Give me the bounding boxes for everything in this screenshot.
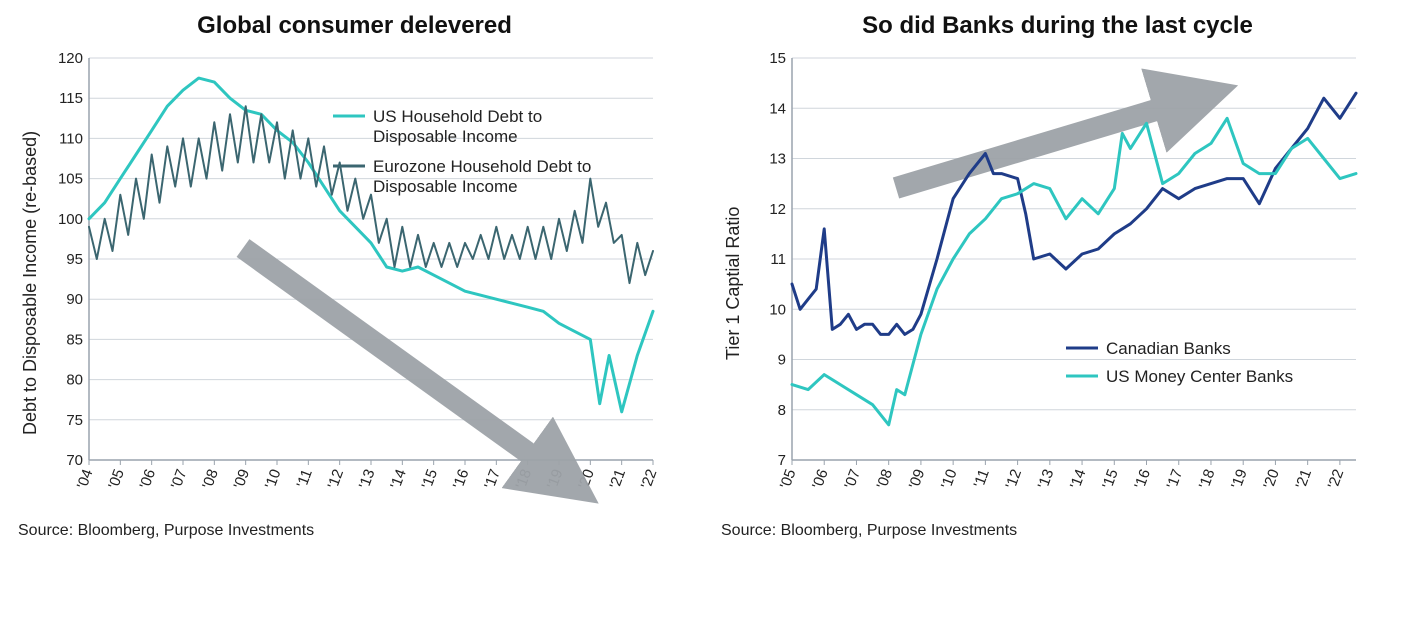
right-source: Source: Bloomberg, Purpose Investments	[721, 522, 1394, 540]
right-panel: So did Banks during the last cycle Tier …	[721, 12, 1394, 540]
svg-text:Eurozone Household Debt to: Eurozone Household Debt to	[373, 157, 591, 176]
svg-text:105: 105	[58, 171, 83, 188]
svg-text:'22: '22	[1325, 467, 1348, 491]
svg-text:Disposable Income: Disposable Income	[373, 127, 518, 146]
svg-text:'14: '14	[1067, 467, 1090, 491]
right-ylabel: Tier 1 Captial Ratio	[721, 48, 746, 518]
svg-text:'21: '21	[606, 467, 629, 491]
svg-text:'20: '20	[1260, 467, 1283, 491]
svg-text:'15: '15	[418, 467, 441, 491]
svg-text:'09: '09	[230, 467, 253, 491]
svg-text:12: 12	[769, 201, 786, 218]
svg-text:8: 8	[778, 402, 786, 419]
svg-text:'06: '06	[809, 467, 832, 491]
left-ylabel: Debt to Disposable Income (re-based)	[18, 48, 43, 518]
svg-text:'10: '10	[262, 467, 285, 491]
right-chart: 7 8 9 10 11 12 13 14 15 '05 '06 '07 '08 '09 '10 '11 '12 '…	[746, 48, 1366, 518]
svg-text:'13: '13	[1035, 467, 1058, 491]
svg-text:7: 7	[778, 452, 786, 469]
svg-text:'19: '19	[1228, 467, 1251, 491]
svg-text:'05: '05	[105, 467, 128, 491]
svg-text:Canadian Banks: Canadian Banks	[1106, 339, 1231, 358]
svg-text:'11: '11	[971, 467, 993, 490]
svg-text:'06: '06	[136, 467, 159, 491]
svg-text:11: 11	[770, 251, 786, 268]
svg-text:9: 9	[778, 352, 786, 369]
svg-text:'07: '07	[841, 467, 864, 491]
svg-text:'15: '15	[1099, 467, 1122, 491]
svg-text:'07: '07	[168, 467, 191, 491]
svg-text:110: 110	[59, 130, 83, 147]
svg-text:95: 95	[66, 251, 83, 268]
svg-text:'21: '21	[1292, 467, 1315, 491]
svg-text:'04: '04	[74, 467, 97, 491]
svg-text:15: 15	[769, 50, 786, 67]
svg-text:'17: '17	[1164, 467, 1187, 491]
svg-text:85: 85	[66, 331, 83, 348]
svg-text:'16: '16	[1131, 467, 1154, 491]
svg-text:'14: '14	[387, 467, 410, 491]
svg-text:'22: '22	[638, 467, 661, 491]
svg-text:120: 120	[58, 50, 83, 67]
svg-text:13: 13	[769, 151, 786, 168]
svg-text:'20: '20	[575, 467, 598, 491]
svg-text:'18: '18	[512, 467, 535, 491]
svg-text:Disposable Income: Disposable Income	[373, 177, 518, 196]
svg-text:'13: '13	[356, 467, 379, 491]
svg-text:'10: '10	[938, 467, 961, 491]
svg-text:100: 100	[58, 211, 83, 228]
svg-text:US Money Center Banks: US Money Center Banks	[1106, 367, 1293, 386]
svg-text:US Household Debt to: US Household Debt to	[373, 107, 542, 126]
svg-text:'12: '12	[324, 467, 347, 491]
svg-text:75: 75	[66, 412, 83, 429]
svg-text:'11: '11	[294, 467, 316, 490]
svg-text:'09: '09	[906, 467, 929, 491]
svg-text:'08: '08	[199, 467, 222, 491]
left-source: Source: Bloomberg, Purpose Investments	[18, 522, 691, 540]
svg-text:'05: '05	[777, 467, 800, 491]
svg-text:'12: '12	[1002, 467, 1025, 491]
svg-text:14: 14	[769, 100, 786, 117]
svg-text:10: 10	[769, 301, 786, 318]
svg-text:'18: '18	[1196, 467, 1219, 491]
svg-text:115: 115	[59, 90, 83, 107]
svg-text:'08: '08	[874, 467, 897, 491]
left-panel: Global consumer delevered Debt to Dispos…	[18, 12, 691, 540]
svg-text:80: 80	[66, 372, 83, 389]
svg-text:70: 70	[66, 452, 83, 469]
svg-text:90: 90	[66, 291, 83, 308]
svg-text:'17: '17	[481, 467, 504, 491]
svg-text:'16: '16	[450, 467, 473, 491]
left-title: Global consumer delevered	[18, 12, 691, 40]
right-title: So did Banks during the last cycle	[721, 12, 1394, 40]
left-chart: 70 75 80 85 90 95 100 105 110 115 120 '04 '05 '06 '07 '…	[43, 48, 663, 518]
